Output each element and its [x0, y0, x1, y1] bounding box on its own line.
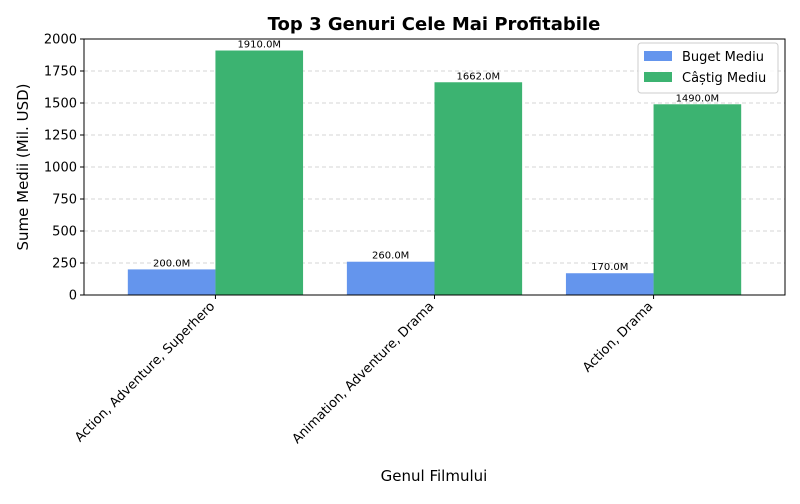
legend-swatch-buget	[644, 51, 672, 61]
y-tick-label: 1250	[44, 129, 77, 144]
bar-castig	[653, 104, 742, 295]
legend-box	[637, 42, 779, 94]
y-axis-ticks: 0 250 500 750 1000 1250 1500 1750 2000	[44, 33, 84, 304]
bar-value-label: 1662.0M	[457, 71, 501, 82]
y-tick-label: 500	[52, 225, 77, 240]
x-axis-ticks: Action, Adventure, Superhero Animation, A…	[72, 295, 656, 447]
x-axis-label: Genul Filmului	[381, 467, 488, 485]
bar-value-label: 260.0M	[372, 251, 409, 262]
bar-castig	[215, 50, 304, 295]
y-tick-label: 250	[52, 257, 77, 272]
legend-label-buget: Buget Mediu	[682, 50, 764, 65]
x-tick-label: Animation, Adventure, Drama	[290, 299, 438, 447]
bar-value-label: 1910.0M	[237, 40, 281, 51]
chart-title: Top 3 Genuri Cele Mai Profitabile	[268, 14, 601, 35]
y-tick-label: 1750	[44, 65, 77, 80]
bar-buget	[565, 273, 654, 295]
legend-swatch-castig	[644, 72, 672, 82]
x-tick-label: Action, Adventure, Superhero	[72, 299, 218, 445]
y-axis-label: Sume Medii (Mil. USD)	[14, 84, 32, 251]
bar-value-label: 200.0M	[153, 258, 190, 269]
y-tick-label: 0	[69, 289, 77, 304]
legend-label-castig: Câștig Mediu	[682, 71, 766, 86]
x-tick-label: Action, Drama	[580, 299, 656, 375]
bar-castig	[434, 82, 523, 295]
y-tick-label: 1000	[44, 161, 77, 176]
bars-group	[127, 50, 742, 295]
bar-buget	[127, 269, 216, 295]
bar-buget	[346, 261, 435, 295]
legend: Buget Mediu Câștig Mediu	[637, 42, 779, 94]
y-tick-label: 2000	[44, 33, 77, 48]
y-tick-label: 1500	[44, 97, 77, 112]
y-tick-label: 750	[52, 193, 77, 208]
bar-value-label: 170.0M	[591, 262, 628, 273]
bar-labels-group: 200.0M 260.0M 170.0M 1910.0M 1662.0M 1490.0M	[153, 40, 719, 274]
bar-value-label: 1490.0M	[676, 93, 720, 104]
